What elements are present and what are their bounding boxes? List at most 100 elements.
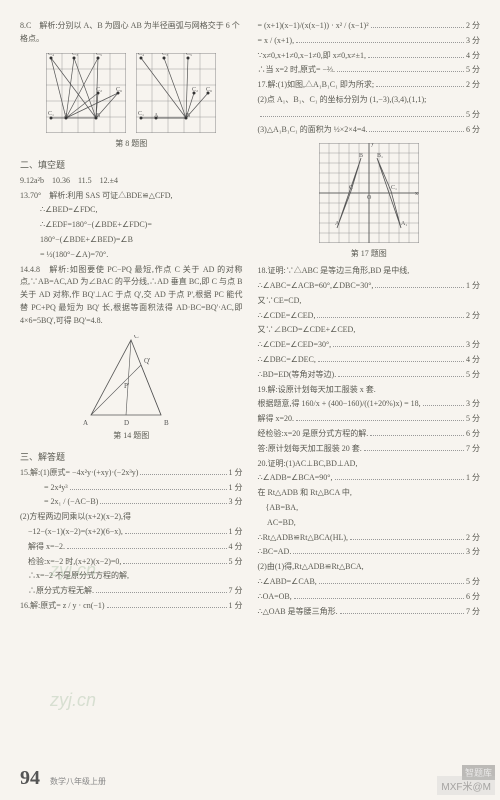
footer: 94 数学八年级上册 <box>20 767 106 790</box>
dotted-leader <box>317 311 464 318</box>
dotted-leader <box>70 483 227 490</box>
answer-header: 三、解答题 <box>20 450 243 464</box>
fill-answers: 9.12a²b 10.36 11.5 12.±4 <box>20 175 243 188</box>
svg-text:y: y <box>371 143 374 147</box>
svg-text:A: A <box>335 221 340 227</box>
svg-text:A: A <box>154 113 159 119</box>
step-text: 15.解:(1)原式= −4x²y·(+xy)·(−2x³y) <box>20 467 138 480</box>
step-text: ∵x≠0,x+1≠0,x−1≠0,即 x≠0,x≠±1, <box>258 50 366 63</box>
step-line: ∴BC=AD.3 分 <box>258 546 481 559</box>
step-line: ∴∠ABD=∠CAB,5 分 <box>258 576 481 589</box>
step-points: 3 分 <box>466 339 480 352</box>
step-text: 20.证明:(1)AC⊥BC,BD⊥AD, <box>258 458 358 471</box>
q13a: ∴∠BED=∠FDC, <box>20 204 243 217</box>
dotted-leader <box>140 468 226 475</box>
step-points: 3 分 <box>466 546 480 559</box>
step-points: 3 分 <box>466 398 480 411</box>
step-line: 又∵∠BCD=∠CDE+∠CED, <box>258 324 481 337</box>
step-line: 根据题意,得 160/x + (400−160)/((1+20%)x) = 18… <box>258 398 481 411</box>
step-points: 2 分 <box>466 79 480 92</box>
dotted-leader <box>123 557 226 564</box>
step-line: ∴OA=OB,6 分 <box>258 591 481 604</box>
q15b-steps: (2)方程两边同乘以(x+2)(x−2),得 −12−(x−1)(x−2)=(x… <box>20 511 243 600</box>
dotted-leader <box>319 577 464 584</box>
step-line: (2)由(1)得,Rt△ADB≌Rt△BCA, <box>258 561 481 574</box>
q14-diagram: ABCDP'Q' <box>20 335 243 425</box>
step-line: ∴∠DBC=∠DEC,4 分 <box>258 354 481 367</box>
step-line: 5 分 <box>258 109 481 122</box>
step-line: 17.解:(1)如图,△A₁B₁C₁ 即为所求; 2 分 <box>258 79 481 92</box>
step-points: 2 分 <box>466 310 480 323</box>
dotted-leader <box>375 281 464 288</box>
q20-steps: 20.证明:(1)AC⊥BC,BD⊥AD,∴∠ADB=∠BCA=90°,1 分在… <box>258 458 481 621</box>
svg-text:O: O <box>367 195 372 201</box>
dotted-leader <box>296 36 464 43</box>
step-line: ∴Rt△ADB≌Rt△BCA(HL),2 分 <box>258 532 481 545</box>
q13b: ∴∠EDF=180°−(∠BDE+∠FDC)= <box>20 219 243 232</box>
page-number: 94 <box>20 767 40 790</box>
q17-diagram: ABCOA₁B₁C₁xy <box>258 143 481 243</box>
step-text: {AB=BA, <box>258 502 299 515</box>
svg-text:C₂: C₂ <box>192 87 198 93</box>
dotted-leader <box>318 355 464 362</box>
step-points: 6 分 <box>466 591 480 604</box>
svg-text:A₁: A₁ <box>401 221 407 227</box>
dotted-leader <box>350 533 464 540</box>
q8-diagrams: C₄C₃C₅C₁ABC₂C₆ C₄C₃C₅C₁ABC₂C₆ <box>20 53 243 133</box>
step-text: −12−(x−1)(x−2)=(x+2)(6−x), <box>20 526 123 539</box>
caption-17: 第 17 题图 <box>258 248 481 261</box>
step-points: 5 分 <box>466 64 480 77</box>
page: 8.C 解析:分别以 A、B 为圆心 AB 为半径画弧与网格交于 6 个格点。 … <box>0 0 500 780</box>
svg-text:D: D <box>124 419 129 425</box>
svg-text:C₄: C₄ <box>48 53 54 57</box>
dotted-leader <box>333 340 464 347</box>
step-line: ∴△OAB 是等腰三角形.7 分 <box>258 606 481 619</box>
step-points: 4 分 <box>466 50 480 63</box>
step-text: ∴x=−2 不是原分式方程的解, <box>20 570 129 583</box>
step-line: 18.证明:∵△ABC 是等边三角形,BD 是中线, <box>258 265 481 278</box>
step-text: AC=BD, <box>258 517 296 530</box>
fill-header: 二、填空题 <box>20 158 243 172</box>
step-points: 4 分 <box>229 541 243 554</box>
step-text: = x / (x+1), <box>258 35 295 48</box>
dotted-leader <box>340 607 464 614</box>
svg-text:C₆: C₆ <box>116 87 122 93</box>
step-text: (3)△A₁B₁C₁ 的面积为 ½×2×4=4. <box>258 124 368 137</box>
caption-8: 第 8 题图 <box>20 138 243 151</box>
q13d: = ½(180°−∠A)=70°. <box>20 249 243 262</box>
svg-text:C₅: C₅ <box>96 53 102 57</box>
step-line: (2)点 A₁、B₁、C₁ 的坐标分别为 (1,−3),(3,4),(1,1); <box>258 94 481 107</box>
step-text: ∴△OAB 是等腰三角形. <box>258 606 338 619</box>
step-points: 7 分 <box>229 585 243 598</box>
step-text: 18.证明:∵△ABC 是等边三角形,BD 是中线, <box>258 265 410 278</box>
step-points: 1 分 <box>466 280 480 293</box>
q18-steps: 18.证明:∵△ABC 是等边三角形,BD 是中线, ∴∠ABC=∠ACB=60°… <box>258 265 481 383</box>
step-text: ∴原分式方程无解. <box>20 585 94 598</box>
step-points: 5 分 <box>466 369 480 382</box>
right-column: = (x+1)(x−1)/(x(x−1)) · x² / (x−1)²2 分 = … <box>258 20 481 780</box>
step-line: ∴x=−2 不是原分式方程的解, <box>20 570 243 583</box>
step-line: = (x+1)(x−1)/(x(x−1)) · x² / (x−1)²2 分 <box>258 20 481 33</box>
step-line: 20.证明:(1)AC⊥BC,BD⊥AD, <box>258 458 481 471</box>
caption-14: 第 14 题图 <box>20 430 243 443</box>
step-line: 19.解:设原计划每天加工服装 x 套. <box>258 384 481 397</box>
step-text: ∴∠ABD=∠CAB, <box>258 576 317 589</box>
grid-diagram-2: C₄C₃C₅C₁ABC₂C₆ <box>136 53 216 133</box>
step-text: ∴∠ABC=∠ACB=60°,∠DBC=30°, <box>258 280 374 293</box>
step-line: 解得 x=20.5 分 <box>258 413 481 426</box>
step-text: ∴∠CDE=∠CED, <box>258 310 316 323</box>
step-points: 3 分 <box>229 496 243 509</box>
svg-text:B: B <box>96 113 100 119</box>
q13: 13.70° 解析:利用 SAS 可证△BDE≌△CFD, <box>20 190 243 203</box>
dotted-leader <box>67 542 226 549</box>
step-line: {AB=BA, <box>258 502 481 515</box>
step-points: 1 分 <box>229 467 243 480</box>
step-line: (2)方程两边同乘以(x+2)(x−2),得 <box>20 511 243 524</box>
step-text: 解得 x=20. <box>258 413 295 426</box>
step-text: ∴当 x=2 时,原式= −⅔. <box>258 64 336 77</box>
step-line: ∴∠CDE=∠CED=30°,3 分 <box>258 339 481 352</box>
step-points: 6 分 <box>466 124 480 137</box>
step-line: 又∵CE=CD, <box>258 295 481 308</box>
svg-text:C₃: C₃ <box>72 53 78 57</box>
step-text: 17.解:(1)如图,△A₁B₁C₁ 即为所求; <box>258 79 375 92</box>
